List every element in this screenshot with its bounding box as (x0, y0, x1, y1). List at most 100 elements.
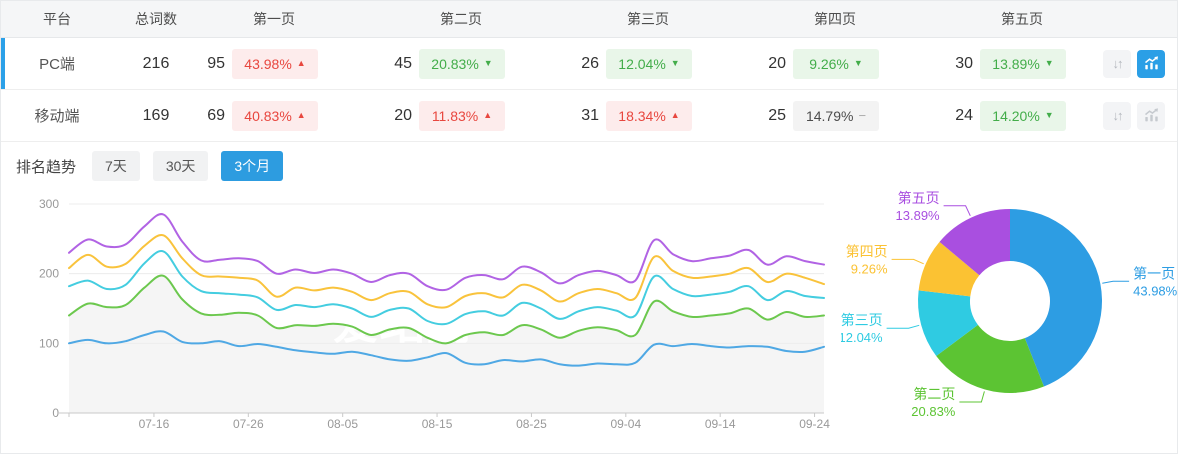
trend-line-第四页 (68, 233, 825, 309)
sort-arrows-icon: ↓↑ (1112, 56, 1124, 71)
donut-leader-line (886, 324, 920, 329)
trend-tab-30天[interactable]: 30天 (152, 151, 209, 181)
x-axis-label: 07-16 (139, 417, 170, 431)
up-triangle-icon: ▲ (483, 110, 493, 120)
donut-label-percent: 13.89% (896, 208, 941, 223)
trend-chart-icon (1144, 108, 1158, 122)
down-triangle-icon: ▼ (853, 58, 863, 68)
total-words-cell: 216 (142, 54, 170, 72)
column-header-platform: 平台 (43, 11, 71, 27)
page-count: 20 (394, 106, 412, 124)
donut-slice-第三页[interactable] (918, 290, 978, 356)
y-axis-label: 300 (39, 197, 59, 211)
donut-slice-第二页[interactable] (936, 324, 1044, 393)
column-header-page-1: 第一页 (253, 11, 295, 27)
donut-label-name: 第三页 (841, 312, 883, 328)
y-axis-label: 200 (39, 267, 59, 281)
percent-badge-up: 40.83% ▲ (232, 100, 318, 131)
down-triangle-icon: ▼ (483, 58, 493, 68)
page-4-cell: 20 9.26% ▼ (760, 48, 947, 79)
percent-badge-down: 20.83% ▼ (419, 48, 505, 79)
percent-value: 43.98% (244, 55, 292, 72)
donut-leader-line (891, 258, 924, 265)
row-actions: ↓↑ (1103, 49, 1165, 78)
column-header-page-5: 第五页 (1001, 11, 1043, 27)
percent-badge-up: 18.34% ▲ (606, 100, 692, 131)
page-3-cell: 26 12.04% ▼ (573, 48, 760, 79)
percent-value: 12.04% (618, 55, 666, 72)
column-header-total-words: 总词数 (135, 11, 177, 27)
page-2-cell: 45 20.83% ▼ (386, 48, 573, 79)
page-count: 26 (581, 54, 599, 72)
page-count: 95 (207, 54, 225, 72)
donut-label-name: 第二页 (913, 386, 955, 402)
donut-slice-第五页[interactable] (939, 209, 1010, 276)
y-axis-label: 100 (39, 336, 59, 350)
page-5-cell: 30 13.89% ▼ (947, 48, 1134, 79)
percent-value: 18.34% (618, 107, 666, 124)
row-actions: ↓↑ (1103, 101, 1165, 130)
table-row-mobile[interactable]: 移动端 169 69 40.83% ▲ 20 11.83% ▲ 31 18.34% ▲ 25 14.79… (1, 90, 1177, 142)
page-distribution-donut-chart[interactable]: 第一页 43.98% 第二页 20.83% 第三页 12.04% 第四页 9.26% 第五页 13… (841, 161, 1178, 453)
donut-label-percent: 20.83% (911, 404, 956, 419)
down-triangle-icon: ▼ (1044, 110, 1054, 120)
percent-badge-flat: 14.79% − (793, 100, 879, 131)
page-1-cell: 69 40.83% ▲ (199, 100, 386, 131)
y-axis-label: 0 (52, 406, 59, 420)
x-axis-label: 08-05 (327, 417, 358, 431)
platform-cell: PC端 (39, 56, 75, 73)
down-triangle-icon: ▼ (670, 58, 680, 68)
total-words-cell: 169 (142, 106, 170, 124)
flat-dash-icon: − (858, 108, 867, 123)
page-count: 31 (581, 106, 599, 124)
page-5-cell: 24 14.20% ▼ (947, 100, 1134, 131)
trend-chart-icon (1144, 56, 1158, 70)
down-triangle-icon: ▼ (1044, 58, 1054, 68)
trend-line-第五页 (68, 213, 825, 292)
page-count: 20 (768, 54, 786, 72)
trend-tab-3个月[interactable]: 3个月 (221, 151, 284, 181)
show-trend-chart-button[interactable] (1137, 101, 1165, 130)
sort-arrows-icon: ↓↑ (1112, 108, 1124, 123)
percent-value: 40.83% (244, 107, 292, 124)
x-axis-label: 09-14 (705, 417, 736, 431)
donut-leader-line (943, 205, 971, 217)
percent-badge-up: 43.98% ▲ (232, 48, 318, 79)
up-triangle-icon: ▲ (296, 110, 306, 120)
show-trend-chart-button[interactable] (1137, 49, 1165, 78)
table-row-pc[interactable]: PC端 216 95 43.98% ▲ 45 20.83% ▼ 26 12.04% ▼ 20 9.26%… (1, 38, 1177, 90)
percent-badge-down: 12.04% ▼ (606, 48, 692, 79)
table-body: PC端 216 95 43.98% ▲ 45 20.83% ▼ 26 12.04% ▼ 20 9.26%… (1, 38, 1177, 142)
x-axis-label: 07-26 (233, 417, 264, 431)
page-4-cell: 25 14.79% − (760, 100, 947, 131)
x-axis-label: 09-24 (799, 417, 830, 431)
page-count: 69 (207, 106, 225, 124)
percent-badge-up: 11.83% ▲ (419, 100, 505, 131)
up-triangle-icon: ▲ (670, 110, 680, 120)
table-header: 平台 总词数 第一页 第二页 第三页 第四页 第五页 (1, 1, 1177, 38)
page-count: 25 (768, 106, 786, 124)
trend-toolbar: 排名趋势 7天 30天 3个月 (16, 151, 1177, 181)
column-header-page-3: 第三页 (627, 11, 669, 27)
percent-value: 13.89% (992, 55, 1040, 72)
trend-section-title: 排名趋势 (16, 158, 77, 176)
percent-badge-down: 13.89% ▼ (980, 48, 1066, 79)
donut-label-percent: 43.98% (1133, 283, 1178, 298)
trend-tab-7天[interactable]: 7天 (92, 151, 140, 181)
sort-button[interactable]: ↓↑ (1103, 49, 1131, 78)
percent-badge-down: 9.26% ▼ (793, 48, 879, 79)
donut-label-percent: 9.26% (851, 261, 888, 276)
donut-leader-line (959, 391, 985, 403)
donut-label-percent: 12.04% (841, 330, 883, 345)
donut-slice-第一页[interactable] (1010, 209, 1102, 387)
column-header-page-2: 第二页 (440, 11, 482, 27)
donut-leader-line (1102, 280, 1130, 284)
donut-slice-第四页[interactable] (918, 241, 980, 297)
donut-label-name: 第四页 (846, 243, 888, 259)
selected-row-accent (1, 38, 5, 89)
page-1-cell: 95 43.98% ▲ (199, 48, 386, 79)
sort-button[interactable]: ↓↑ (1103, 101, 1131, 130)
page-count: 30 (955, 54, 973, 72)
